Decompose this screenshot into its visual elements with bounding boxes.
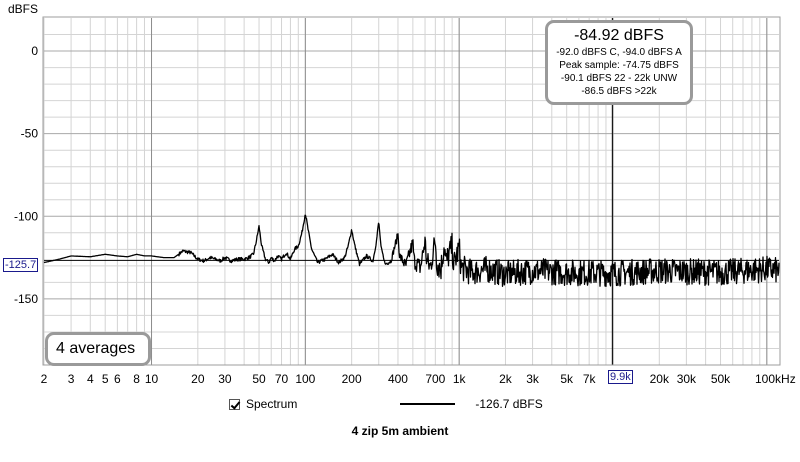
x-tick-label: 10 (145, 372, 159, 386)
x-tick-label: 50k (711, 372, 731, 386)
x-unit-label: 100kHz (755, 372, 796, 386)
x-tick-label: 30 (218, 372, 232, 386)
x-tick-label: 2k (499, 372, 513, 386)
readout-line-1: -92.0 dBFS C, -94.0 dBFS A (556, 47, 682, 58)
y-tick-label: -50 (21, 127, 39, 141)
y-tick-label: -100 (14, 209, 38, 223)
legend-reference-value: -126.7 dBFS (475, 397, 543, 411)
x-tick-label: 20k (650, 372, 670, 386)
x-tick-label: 20 (191, 372, 205, 386)
spectrum-series-line (43, 214, 780, 287)
x-tick-label: 4 (87, 372, 94, 386)
level-readout-box: -84.92 dBFS -92.0 dBFS C, -94.0 dBFS A P… (545, 20, 693, 105)
averages-box: 4 averages (45, 332, 151, 366)
y-axis-title: dBFS (8, 2, 38, 16)
readout-main: -84.92 dBFS (574, 27, 664, 44)
x-tick-label: 8 (133, 372, 140, 386)
spectrum-series-group (43, 214, 780, 287)
x-tick-label: 30k (677, 372, 697, 386)
x-tick-label: 200 (342, 372, 362, 386)
x-tick-label: 100 (295, 372, 315, 386)
x-tick-label: 400 (388, 372, 408, 386)
x-tick-label: 7k (583, 372, 597, 386)
x-tick-label: 50 (252, 372, 266, 386)
readout-line-4: -86.5 dBFS >22k (581, 86, 657, 97)
y-tick-label: -150 (14, 292, 38, 306)
x-tick-label: 5k (560, 372, 574, 386)
legend-series-name: Spectrum (246, 397, 298, 411)
x-tick-labels: 2 3 4 5 6 8 10 20 30 50 70 100 200 400 700 1k 2k 3k 5k 7k 20… (41, 372, 732, 386)
spectrum-checkbox[interactable] (229, 398, 240, 410)
y-tick-labels: 0 -50 -100 -150 (14, 44, 38, 306)
legend-line-swatch (400, 403, 456, 405)
averages-label: 4 averages (56, 340, 136, 357)
x-tick-label: 1k (453, 372, 467, 386)
x-tick-label: 3k (526, 372, 540, 386)
chart-title: 4 zip 5m ambient (351, 424, 449, 438)
x-tick-label: 6 (114, 372, 121, 386)
y-tick-label: 0 (31, 44, 38, 58)
plot-frame (42, 16, 781, 366)
major-grid (151, 18, 768, 365)
x-tick-label: 5 (102, 372, 109, 386)
cursor-x-readout[interactable]: 9.9k (608, 370, 633, 384)
x-tick-label: 70 (275, 372, 289, 386)
readout-line-2: Peak sample: -74.75 dBFS (559, 60, 679, 71)
x-tick-label: 2 (41, 372, 48, 386)
legend: Spectrum -126.7 dBFS (229, 396, 543, 412)
cursor-y-readout: -125.7 (3, 258, 39, 272)
x-tick-label: 700 (425, 372, 445, 386)
readout-line-3: -90.1 dBFS 22 - 22k UNW (560, 73, 678, 84)
x-tick-label: 3 (68, 372, 75, 386)
